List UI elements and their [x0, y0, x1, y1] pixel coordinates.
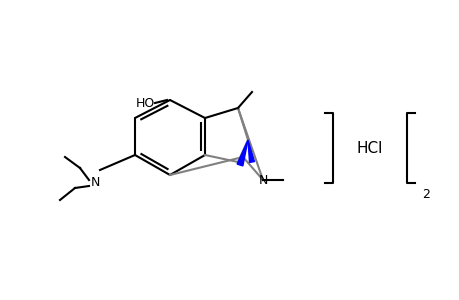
Text: HO: HO [135, 97, 154, 110]
Polygon shape [247, 140, 254, 162]
Text: N: N [258, 173, 267, 187]
Text: HCl: HCl [356, 140, 382, 155]
Text: 2: 2 [421, 188, 429, 201]
Polygon shape [237, 140, 247, 166]
Text: N: N [90, 176, 100, 190]
